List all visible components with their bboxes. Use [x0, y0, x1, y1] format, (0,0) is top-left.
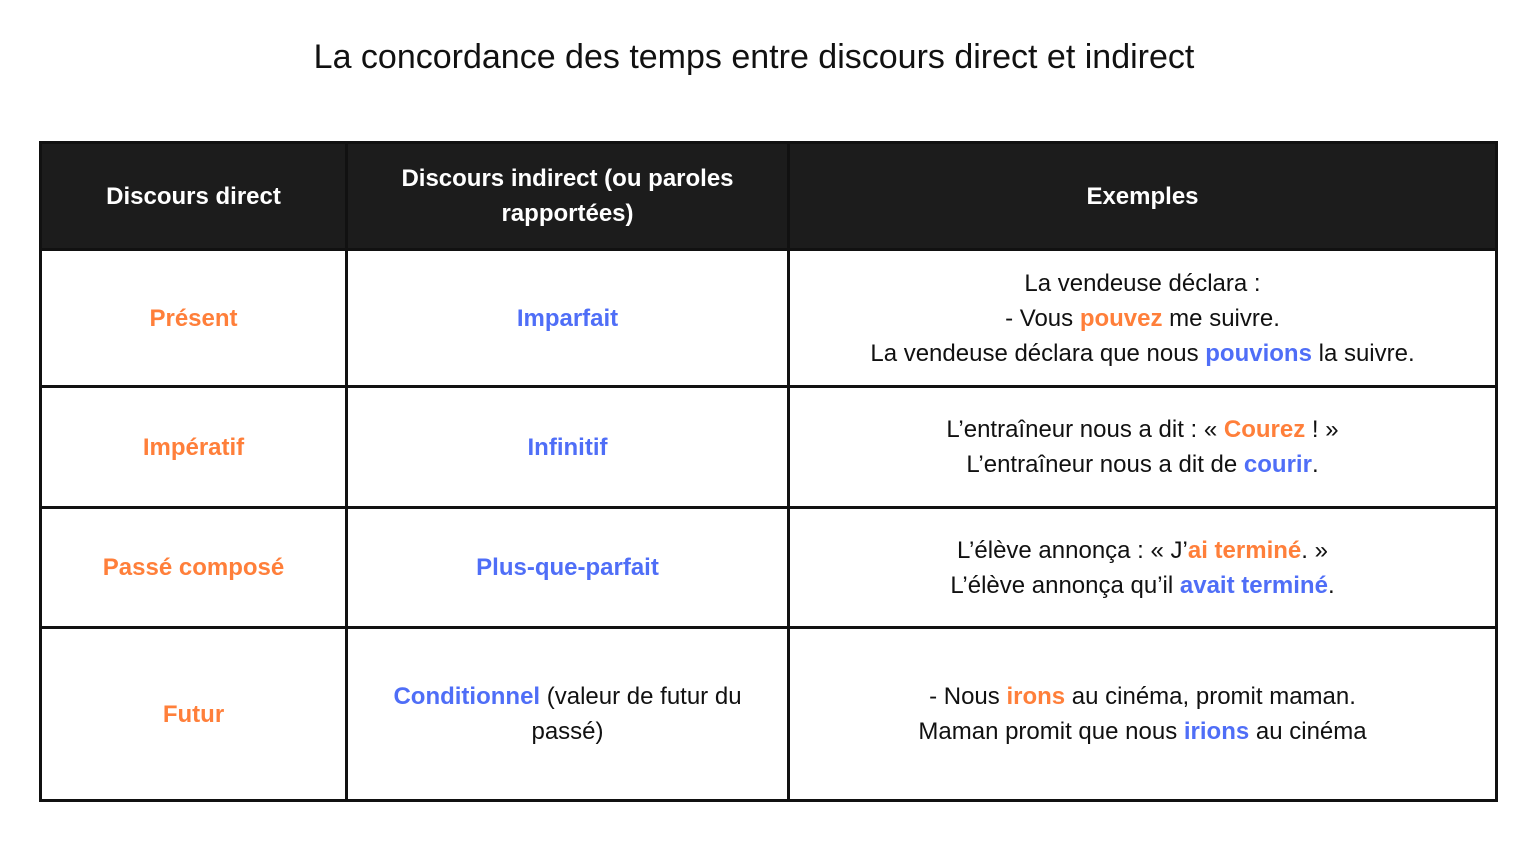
- indirect-tense-cell: Imparfait: [345, 248, 790, 388]
- example-cell: L’entraîneur nous a dit : « Courez ! » L’…: [787, 385, 1498, 509]
- indirect-text-segment: Infinitif: [527, 433, 608, 461]
- example-text-segment: au cinéma, promit maman.: [1065, 683, 1356, 710]
- example-cell: - Nous irons au cinéma, promit maman. Mam…: [787, 626, 1498, 802]
- example-text-segment: - Vous: [1005, 304, 1080, 332]
- table-header-row: Discours direct Discours indirect (ou pa…: [39, 141, 1498, 251]
- example-line: L’élève annonça qu’il avait terminé.: [810, 568, 1475, 603]
- header-direct: Discours direct: [39, 141, 348, 251]
- header-indirect: Discours indirect (ou paroles rapportées…: [345, 141, 790, 251]
- example-cell: La vendeuse déclara : - Vous pouvez me su…: [787, 248, 1498, 388]
- example-text-segment: L’entraîneur nous a dit de: [966, 451, 1244, 478]
- table-row: Passé composé Plus-que-parfait L’élève ann…: [39, 506, 1498, 629]
- example-text-segment: courir: [1243, 451, 1312, 478]
- example-text-segment: - Nous: [929, 683, 1007, 710]
- indirect-text-segment: Imparfait: [516, 304, 619, 332]
- example-text-segment: avait terminé: [1179, 571, 1328, 599]
- example-text-segment: irions: [1183, 718, 1250, 745]
- indirect-text-segment: (valeur de futur du passé): [531, 683, 742, 745]
- example-text-segment: Maman promit que nous: [918, 718, 1184, 745]
- indirect-text-segment: Plus-que-parfait: [476, 554, 659, 581]
- example-text-segment: ai terminé: [1187, 536, 1302, 564]
- example-cell: L’élève annonça : « J’ai terminé. » L’élè…: [787, 506, 1498, 629]
- example-line: La vendeuse déclara que nous pouvions la…: [810, 336, 1475, 371]
- example-text-segment: La vendeuse déclara que nous: [870, 339, 1206, 367]
- example-line: L’entraîneur nous a dit : « Courez ! »: [810, 412, 1475, 447]
- example-text-segment: pouvez: [1079, 304, 1163, 332]
- indirect-tense-cell: Infinitif: [345, 385, 790, 509]
- example-text-segment: L’élève annonça : « J’: [957, 536, 1188, 564]
- header-examples: Exemples: [787, 141, 1498, 251]
- example-text-segment: ! »: [1305, 416, 1339, 443]
- example-line: L’élève annonça : « J’ai terminé. »: [810, 533, 1475, 568]
- indirect-tense-cell: Conditionnel (valeur de futur du passé): [345, 626, 790, 802]
- indirect-text-segment: Conditionnel: [393, 683, 541, 710]
- example-line: L’entraîneur nous a dit de courir.: [810, 447, 1475, 482]
- example-text-segment: La vendeuse déclara :: [1024, 269, 1261, 297]
- example-text-segment: au cinéma: [1249, 718, 1367, 745]
- direct-tense-cell: Impératif: [39, 385, 348, 509]
- example-text-segment: la suivre.: [1311, 339, 1415, 367]
- example-line: Maman promit que nous irions au cinéma: [810, 714, 1475, 749]
- example-text-segment: L’entraîneur nous a dit : «: [946, 416, 1224, 443]
- example-text-segment: L’élève annonça qu’il: [950, 571, 1180, 599]
- example-line: - Nous irons au cinéma, promit maman.: [810, 679, 1475, 714]
- page-title: La concordance des temps entre discours …: [313, 38, 1195, 76]
- example-text-segment: .: [1311, 451, 1319, 478]
- example-text-segment: .: [1327, 571, 1335, 599]
- direct-tense-cell: Futur: [39, 626, 348, 802]
- table-row: Présent Imparfait La vendeuse déclara : - V…: [39, 248, 1498, 388]
- example-line: - Vous pouvez me suivre.: [810, 301, 1475, 336]
- example-text-segment: me suivre.: [1162, 304, 1280, 332]
- direct-tense-cell: Présent: [39, 248, 348, 388]
- concordance-table: Discours direct Discours indirect (ou pa…: [39, 141, 1498, 802]
- example-line: La vendeuse déclara :: [810, 266, 1475, 301]
- example-text-segment: irons: [1006, 683, 1066, 710]
- table-row: Impératif Infinitif L’entraîneur nous a di…: [39, 385, 1498, 509]
- example-text-segment: . »: [1301, 536, 1328, 564]
- direct-tense-cell: Passé composé: [39, 506, 348, 629]
- example-text-segment: Courez: [1223, 416, 1306, 443]
- indirect-tense-cell: Plus-que-parfait: [345, 506, 790, 629]
- example-text-segment: pouvions: [1205, 339, 1312, 367]
- table-row: Futur Conditionnel (valeur de futur du pa…: [39, 626, 1498, 802]
